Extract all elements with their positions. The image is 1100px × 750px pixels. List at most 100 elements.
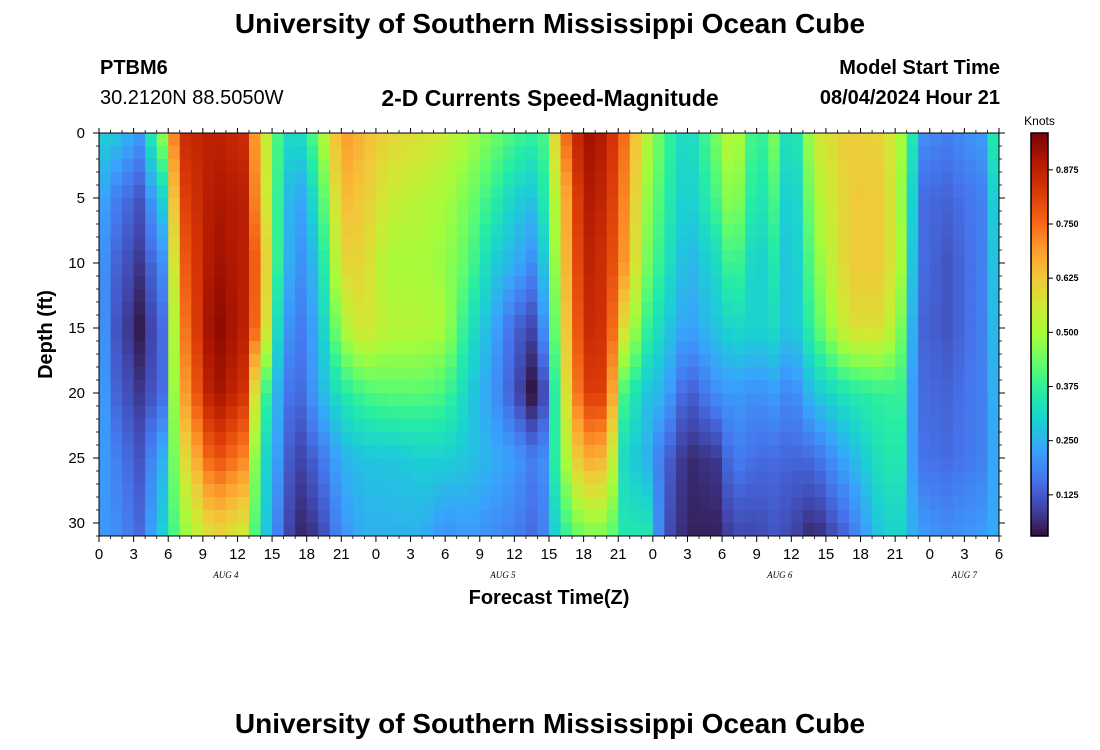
heatmap-cell [606,484,619,498]
heatmap-cell [722,224,735,238]
heatmap-cell [225,198,238,212]
heatmap-cell [110,289,123,303]
heatmap-cell [479,315,492,329]
heatmap-cell [814,237,827,251]
heatmap-cell [410,289,423,303]
heatmap-cell [641,406,654,420]
heatmap-cell [664,341,677,355]
heatmap-cell [987,276,1000,290]
heatmap-cell [779,211,792,225]
heatmap-cell [537,302,550,316]
heatmap-cell [699,523,711,537]
colorbar-tick-label: 0.250 [1056,436,1079,446]
heatmap-cell [410,159,423,173]
heatmap-cell [202,497,215,511]
heatmap-cell [468,211,481,225]
heatmap-cell [456,419,469,433]
heatmap-cell [722,523,735,537]
colorbar-segment [1031,223,1048,228]
heatmap-cell [572,380,585,394]
heatmap-cell [687,341,700,355]
heatmap-cell [756,458,769,472]
heatmap-cell [525,458,538,472]
heatmap-cell [456,406,469,420]
heatmap-cell [595,276,608,290]
heatmap-cell [733,328,746,342]
heatmap-cell [110,341,123,355]
heatmap-cell [272,198,285,212]
heatmap-cell [168,497,181,511]
heatmap-cell [825,237,838,251]
heatmap-cell [525,484,538,498]
heatmap-cell [99,237,111,251]
heatmap-cell [849,354,861,368]
heatmap-cell [387,380,400,394]
heatmap-cell [549,315,561,329]
heatmap-cell [99,445,111,459]
heatmap-cell [814,211,827,225]
heatmap-cell [341,250,354,264]
colorbar-segment [1031,482,1048,487]
heatmap-cell [687,380,700,394]
heatmap-cell [560,341,573,355]
heatmap-cell [283,172,296,186]
heatmap-cell [145,185,158,199]
heatmap-cell [479,484,492,498]
heatmap-cell [560,380,573,394]
heatmap-cell [652,445,665,459]
heatmap-cell [99,328,111,342]
heatmap-cell [410,172,423,186]
heatmap-cell [629,484,642,498]
colorbar-segment [1031,277,1048,282]
x-tick-label: 3 [683,546,691,563]
heatmap-cell [375,185,388,199]
heatmap-cell [629,198,642,212]
y-axis-label: Depth (ft) [35,290,57,379]
heatmap-cell [929,497,942,511]
heatmap-cell [272,276,285,290]
heatmap-cell [849,211,861,225]
heatmap-cell [549,276,561,290]
heatmap-cell [537,445,550,459]
heatmap-cell [825,172,838,186]
heatmap-cell [987,419,1000,433]
heatmap-cell [745,328,758,342]
heatmap-cell [583,380,596,394]
heatmap-cell [468,263,481,277]
heatmap-cell [525,302,538,316]
heatmap-cell [399,484,411,498]
heatmap-cell [941,302,954,316]
heatmap-cell [456,289,469,303]
heatmap-cell [687,315,700,329]
colorbar-segment [1031,321,1048,325]
heatmap-cell [122,471,135,485]
heatmap-cell [329,289,342,303]
heatmap-cell [941,354,954,368]
heatmap-cell [975,341,988,355]
heatmap-cell [260,315,273,329]
heatmap-cell [664,471,677,485]
colorbar-segment [1031,253,1048,258]
heatmap-cell [768,523,781,537]
heatmap-cell [283,341,296,355]
heatmap-cell [837,445,850,459]
colorbar-segment [1031,220,1048,225]
heatmap-cell [710,458,723,472]
heatmap-cell [156,484,169,498]
heatmap-cell [156,237,169,251]
heatmap-cell [375,523,388,537]
heatmap-cell [768,224,781,238]
heatmap-cell [733,354,746,368]
heatmap-cell [514,224,527,238]
heatmap-cell [283,198,296,212]
heatmap-cell [814,328,827,342]
heatmap-cell [260,406,273,420]
heatmap-cell [802,289,815,303]
heatmap-cell [883,250,896,264]
heatmap-cell [756,341,769,355]
heatmap-cell [133,263,146,277]
heatmap-cell [225,250,238,264]
heatmap-cell [249,302,261,316]
heatmap-cell [202,211,215,225]
heatmap-cell [214,211,227,225]
